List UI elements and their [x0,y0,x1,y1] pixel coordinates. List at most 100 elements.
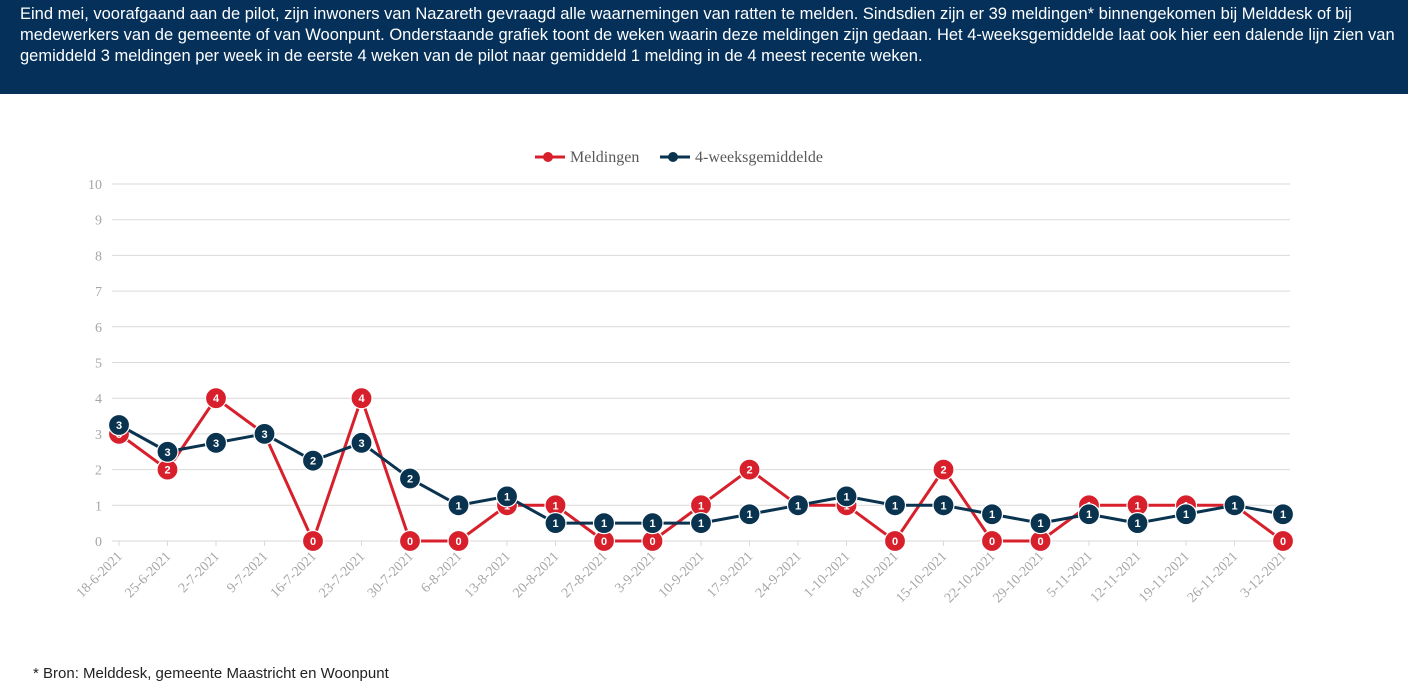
data-point [883,529,907,553]
y-tick-label: 5 [95,357,102,372]
x-tick-label: 19-11-2021 [1136,549,1192,605]
x-tick-label: 5-11-2021 [1044,549,1095,600]
x-tick-label: 10-9-2021 [656,549,708,601]
legend: Meldingen 4-weeksgemiddelde [535,149,823,166]
data-label: 2 [940,465,946,477]
y-tick-label: 8 [95,249,102,264]
x-tick-label: 3-12-2021 [1238,549,1290,601]
data-label: 0 [649,536,655,548]
data-label: 1 [601,518,607,530]
data-label: 1 [892,500,898,512]
data-point [641,512,664,535]
data-point [204,387,228,410]
data-label: 4 [213,393,220,405]
y-tick-label: 4 [95,392,102,407]
x-tick-label: 8-10-2021 [850,549,902,601]
data-label: 1 [795,500,801,512]
y-tick-label: 6 [95,321,102,336]
y-tick-label: 7 [95,285,102,300]
x-tick-label: 23-7-2021 [316,549,368,601]
data-point [1271,529,1295,553]
data-point [932,458,955,481]
x-tick-label: 1-10-2021 [801,549,853,601]
data-label: 1 [552,518,558,530]
x-tick-label: 17-9-2021 [704,549,756,601]
data-point [495,485,519,508]
x-tick-label: 16-7-2021 [268,549,320,601]
x-tick-label: 3-9-2021 [612,549,659,596]
data-point [980,503,1004,526]
data-label: 0 [1280,536,1286,548]
data-label: 1 [1280,509,1286,521]
data-point [1174,503,1198,526]
data-point [398,467,422,490]
y-tick-label: 9 [95,214,102,229]
data-label: 1 [1037,518,1043,530]
legend-swatch-marker [543,152,553,162]
y-tick-label: 2 [95,464,102,479]
data-label: 1 [504,491,510,503]
data-label: 0 [892,536,898,548]
data-label: 1 [989,509,995,521]
data-label: 1 [746,509,752,521]
data-point [1271,503,1295,526]
data-point [1126,512,1149,535]
data-label: 0 [989,536,995,548]
data-label: 3 [116,420,122,432]
data-label: 3 [164,447,170,459]
data-label: 1 [1183,509,1189,521]
data-label: 1 [552,500,558,512]
data-point [107,413,131,437]
data-point [738,458,761,481]
x-tick-label: 20-8-2021 [510,549,562,601]
data-label: 1 [1086,509,1092,521]
data-label: 2 [310,456,316,468]
data-point [544,512,567,535]
data-label: 1 [1134,500,1140,512]
data-point [350,387,373,410]
x-tick-label: 22-10-2021 [942,549,999,606]
data-label: 2 [164,465,170,477]
x-tick-label: 24-9-2021 [753,549,805,601]
x-tick-label: 30-7-2021 [365,549,417,601]
data-label: 1 [1134,518,1140,530]
legend-label: Meldingen [570,149,639,166]
data-label: 4 [358,393,365,405]
data-label: 0 [601,536,607,548]
data-label: 3 [358,438,364,450]
x-tick-label: 13-8-2021 [462,549,514,601]
data-label: 3 [261,429,267,441]
data-point [932,494,955,517]
data-label: 1 [940,500,946,512]
data-point [883,494,907,517]
x-tick-label: 27-8-2021 [559,549,611,601]
data-label: 0 [1037,536,1043,548]
series-gemiddelde: 3 3 3 3 2 3 2 1 1 1 1 1 1 1 1 1 1 1 1 1 1 1 1 1 1 [107,413,1295,535]
header-banner: Eind mei, voorafgaand aan de pilot, zijn… [0,0,1408,94]
data-point [738,503,761,526]
data-point [301,529,325,553]
data-point [447,494,470,517]
data-point [156,440,179,463]
data-point [447,529,470,553]
x-tick-label: 26-11-2021 [1185,549,1241,605]
x-tick-label: 29-10-2021 [991,549,1048,606]
data-point [835,485,858,508]
y-tick-label: 0 [95,535,102,550]
footnote: * Bron: Melddesk, gemeente Maastricht en… [33,665,389,682]
data-label: 3 [213,438,219,450]
legend-label: 4-weeksgemiddelde [695,149,823,166]
data-point [1077,503,1101,526]
x-tick-label: 18-6-2021 [74,549,126,601]
data-point [301,449,325,472]
data-label: 2 [746,465,752,477]
data-point [398,529,422,553]
data-point [350,431,373,454]
data-point [689,512,713,535]
y-tick-label: 10 [88,178,102,193]
data-label: 1 [455,500,461,512]
data-label: 0 [407,536,413,548]
data-point [253,422,276,445]
x-tick-label: 12-11-2021 [1088,549,1144,605]
